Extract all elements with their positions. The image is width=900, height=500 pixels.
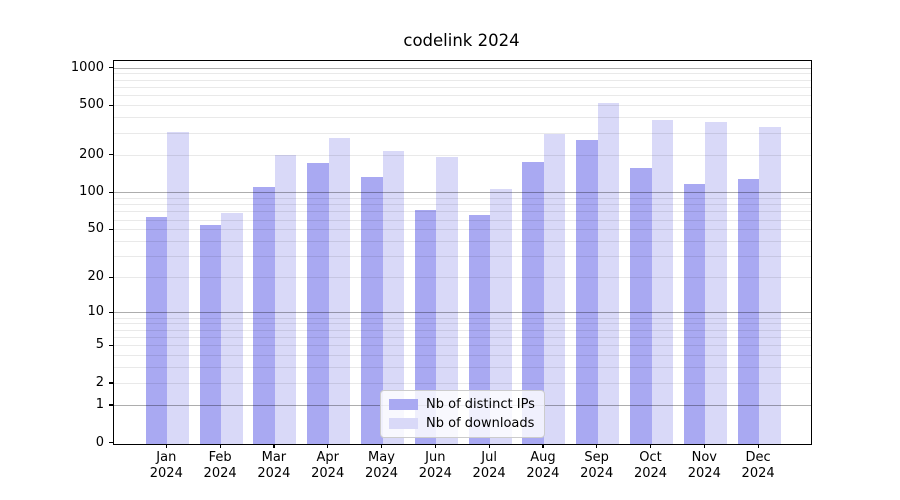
y-tick-label-100: 100 xyxy=(79,184,104,200)
y-tick-label-5: 5 xyxy=(95,337,104,353)
y-tick-mark-50 xyxy=(109,228,113,230)
y-tick-label-1: 1 xyxy=(95,396,104,412)
bar-distinct-ips-mar xyxy=(253,187,275,444)
x-tick-label-oct: Oct 2024 xyxy=(633,449,668,482)
y-tick-label-50: 50 xyxy=(87,221,104,237)
y-tick-mark-5 xyxy=(109,344,113,346)
x-tick-mark-aug xyxy=(542,443,544,448)
y-tick-label-500: 500 xyxy=(79,97,104,113)
x-tick-label-nov: Nov 2024 xyxy=(687,449,721,482)
x-tick-label-sep: Sep 2024 xyxy=(580,449,614,482)
x-tick-mark-sep xyxy=(596,443,598,448)
x-tick-label-jul: Jul 2024 xyxy=(472,449,506,482)
bar-distinct-ips-dec xyxy=(737,179,760,444)
legend-swatch-distinct-ips xyxy=(389,398,418,410)
bar-distinct-ips-nov xyxy=(683,184,706,444)
bar-distinct-ips-aug xyxy=(522,162,544,444)
y-tick-mark-0 xyxy=(109,442,113,444)
y-tick-label-0: 0 xyxy=(95,434,104,450)
bar-downloads-feb xyxy=(221,213,243,444)
bar-downloads-mar xyxy=(274,155,297,444)
x-tick-mark-oct xyxy=(650,443,652,448)
bar-distinct-ips-apr xyxy=(307,162,329,444)
legend: Nb of distinct IPs Nb of downloads xyxy=(380,390,545,438)
y-tick-label-2: 2 xyxy=(95,374,104,390)
legend-swatch-downloads xyxy=(389,417,418,429)
y-tick-mark-200 xyxy=(109,154,113,156)
bar-downloads-aug xyxy=(543,134,566,444)
legend-label-downloads: Nb of downloads xyxy=(426,415,535,431)
y-tick-mark-500 xyxy=(109,104,113,106)
bar-distinct-ips-oct xyxy=(630,167,652,444)
x-tick-mark-nov xyxy=(703,443,705,448)
bar-downloads-dec xyxy=(759,127,781,444)
legend-item-downloads: Nb of downloads xyxy=(389,415,535,431)
bar-downloads-sep xyxy=(597,102,620,444)
x-tick-label-aug: Aug 2024 xyxy=(526,449,560,482)
bar-downloads-nov xyxy=(705,122,727,444)
x-tick-mark-mar xyxy=(273,443,275,448)
bar-downloads-jan xyxy=(167,131,189,444)
x-tick-label-feb: Feb 2024 xyxy=(203,449,237,482)
bar-downloads-jul xyxy=(490,189,512,444)
y-tick-mark-2 xyxy=(109,382,113,384)
bars-layer xyxy=(114,61,811,444)
bar-downloads-oct xyxy=(651,120,673,444)
x-tick-label-dec: Dec 2024 xyxy=(741,449,775,482)
bar-distinct-ips-may xyxy=(361,177,383,444)
x-tick-mark-feb xyxy=(219,443,221,448)
bar-distinct-ips-jun xyxy=(414,210,437,444)
y-tick-mark-20 xyxy=(109,276,113,279)
bar-distinct-ips-feb xyxy=(199,225,222,444)
x-tick-mark-may xyxy=(381,443,383,448)
bar-downloads-apr xyxy=(328,138,351,444)
y-tick-label-10: 10 xyxy=(87,304,104,320)
y-tick-mark-10 xyxy=(109,311,113,314)
y-tick-mark-1000 xyxy=(109,67,113,69)
x-tick-mark-apr xyxy=(327,443,329,448)
bar-downloads-jun xyxy=(436,157,458,444)
x-tick-label-may: May 2024 xyxy=(364,449,399,482)
x-tick-mark-dec xyxy=(757,443,759,448)
bar-distinct-ips-jan xyxy=(145,217,168,444)
y-tick-label-1000: 1000 xyxy=(70,59,104,75)
y-tick-label-20: 20 xyxy=(87,269,104,285)
y-tick-mark-1 xyxy=(109,404,113,406)
y-tick-label-200: 200 xyxy=(79,146,104,162)
x-tick-mark-jan xyxy=(165,443,167,448)
bar-distinct-ips-jul xyxy=(468,215,491,444)
x-tick-label-mar: Mar 2024 xyxy=(257,449,291,482)
x-tick-mark-jul xyxy=(488,443,490,448)
legend-label-distinct-ips: Nb of distinct IPs xyxy=(426,396,535,412)
legend-item-distinct-ips: Nb of distinct IPs xyxy=(389,396,535,412)
bar-distinct-ips-sep xyxy=(576,140,598,444)
bar-downloads-may xyxy=(382,151,404,444)
x-tick-label-jan: Jan 2024 xyxy=(149,449,183,482)
plot-area xyxy=(113,59,812,445)
x-tick-label-apr: Apr 2024 xyxy=(311,449,345,482)
x-tick-mark-jun xyxy=(434,443,436,448)
chart-title: codelink 2024 xyxy=(403,31,520,50)
x-tick-label-jun: Jun 2024 xyxy=(418,449,452,482)
y-tick-mark-100 xyxy=(109,191,113,193)
